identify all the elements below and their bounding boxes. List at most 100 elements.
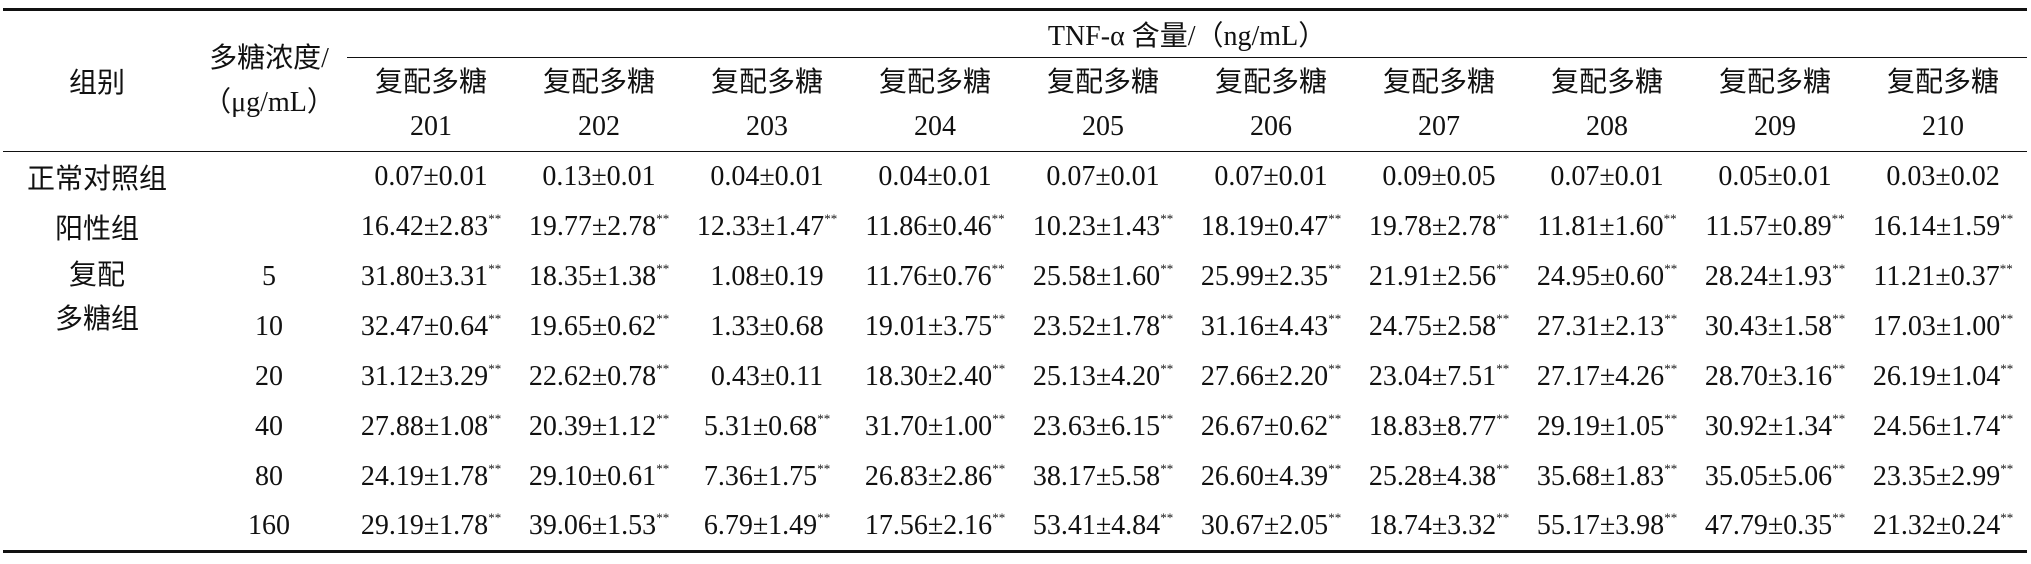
value-cell: 0.04±0.01	[683, 152, 851, 202]
value-cell: 19.01±3.75**	[851, 302, 1019, 352]
value-cell: 19.78±2.78**	[1355, 202, 1523, 252]
value-text: 27.88±1.08	[360, 410, 489, 442]
significance-mark: **	[1832, 310, 1846, 326]
significance-mark: **	[656, 410, 670, 426]
significance-mark: **	[488, 410, 502, 426]
significance-mark: **	[488, 260, 502, 276]
value-cell: 17.03±1.00**	[1859, 302, 2027, 352]
value-cell: 29.19±1.78**	[347, 501, 515, 553]
value-cell: 11.76±0.76**	[851, 252, 1019, 302]
value-text: 16.14±1.59	[1872, 210, 2001, 242]
value-text: 0.07±0.01	[1214, 160, 1328, 192]
header-text: 复配多糖	[1382, 66, 1495, 98]
value-cell: 7.36±1.75**	[683, 452, 851, 502]
group-header: 组别	[3, 8, 191, 152]
value-cell: 12.33±1.47**	[683, 202, 851, 252]
significance-mark: **	[2000, 310, 2014, 326]
group-text: 多糖组	[54, 303, 139, 335]
value-cell: 26.83±2.86**	[851, 452, 1019, 502]
column-header: 复配多糖 209	[1691, 57, 1859, 152]
table-row: 80 24.19±1.78** 29.10±0.61** 7.36±1.75** 26.…	[3, 452, 2027, 502]
value-text: 35.68±1.83	[1536, 460, 1665, 492]
value-text: 0.04±0.01	[878, 160, 992, 192]
column-header: 复配多糖 202	[515, 57, 683, 152]
value-cell: 29.10±0.61**	[515, 452, 683, 502]
value-cell: 31.70±1.00**	[851, 402, 1019, 452]
table-row: 阳性组 16.42±2.83** 19.77±2.78** 12.33±1.47** 1…	[3, 202, 2027, 252]
value-text: 18.74±3.32	[1368, 509, 1497, 541]
value-text: 11.86±0.46	[865, 210, 992, 242]
significance-mark: **	[1328, 509, 1342, 525]
value-text: 26.67±0.62	[1200, 410, 1329, 442]
group-cell: 正常对照组	[26, 163, 167, 195]
value-cell: 23.63±6.15**	[1019, 402, 1187, 452]
value-cell: 25.13±4.20**	[1019, 352, 1187, 402]
significance-mark: **	[1832, 509, 1846, 525]
column-header: 复配多糖 207	[1355, 57, 1523, 152]
concentration-cell: 160	[191, 501, 347, 553]
significance-mark: **	[1832, 360, 1846, 376]
value-text: 30.43±1.58	[1704, 310, 1833, 342]
value-cell: 30.92±1.34**	[1691, 402, 1859, 452]
column-header: 复配多糖 210	[1859, 57, 2028, 152]
concentration-cell	[191, 202, 347, 252]
value-text: 0.09±0.05	[1382, 160, 1496, 192]
value-text: 30.67±2.05	[1200, 509, 1329, 541]
value-cell: 0.04±0.01	[851, 152, 1019, 202]
value-cell: 20.39±1.12**	[515, 402, 683, 452]
significance-mark: **	[1496, 210, 1510, 226]
value-text: 18.30±2.40	[864, 360, 993, 392]
measure-header: TNF-α 含量/（ng/mL）	[347, 8, 2028, 58]
value-text: 18.19±0.47	[1200, 210, 1329, 242]
value-cell: 1.08±0.19	[683, 252, 851, 302]
value-text: 28.70±3.16	[1704, 360, 1833, 392]
significance-mark: **	[1160, 509, 1174, 525]
value-cell: 32.47±0.64**	[347, 302, 515, 352]
header-text: 209	[1754, 110, 1796, 142]
significance-mark: **	[656, 360, 670, 376]
significance-mark: **	[992, 360, 1006, 376]
concentration-cell: 40	[255, 410, 283, 442]
value-cell: 24.56±1.74**	[1859, 402, 2027, 452]
value-text: 25.28±4.38	[1368, 460, 1497, 492]
significance-mark: **	[656, 509, 670, 525]
value-text: 18.35±1.38	[528, 260, 657, 292]
value-cell: 21.32±0.24**	[1859, 501, 2028, 553]
value-cell: 27.17±4.26**	[1523, 352, 1691, 402]
value-text: 23.35±2.99	[1872, 460, 2001, 492]
significance-mark: **	[656, 310, 670, 326]
value-cell: 16.42±2.83**	[347, 202, 515, 252]
value-cell: 24.95±0.60**	[1523, 252, 1691, 302]
value-cell: 26.60±4.39**	[1187, 452, 1355, 502]
value-cell: 18.74±3.32**	[1355, 501, 1523, 553]
table-row: 160 29.19±1.78** 39.06±1.53** 6.79±1.49** 17…	[3, 501, 2028, 553]
significance-mark: **	[1832, 410, 1846, 426]
concentration-cell: 10	[255, 310, 283, 342]
value-text: 29.10±0.61	[528, 460, 657, 492]
header-text: 复配多糖	[1550, 66, 1663, 98]
value-cell: 28.70±3.16**	[1691, 352, 1859, 402]
value-text: 39.06±1.53	[528, 509, 657, 541]
header-text: 206	[1250, 110, 1292, 142]
value-cell: 18.30±2.40**	[851, 352, 1019, 402]
value-text: 16.42±2.83	[360, 210, 489, 242]
value-text: 31.16±4.43	[1200, 310, 1329, 342]
significance-mark: **	[656, 460, 670, 476]
table-row: 组别 多糖浓度/ （μg/mL） TNF-α 含量/（ng/mL）	[3, 8, 2028, 152]
value-cell: 0.07±0.01	[1019, 152, 1187, 202]
concentration-cell	[191, 152, 347, 202]
value-text: 25.58±1.60	[1032, 260, 1161, 292]
value-cell: 47.79±0.35**	[1691, 501, 1859, 553]
value-cell: 10.23±1.43**	[1019, 202, 1187, 252]
value-cell: 23.35±2.99**	[1859, 452, 2027, 502]
value-text: 11.57±0.89	[1705, 210, 1832, 242]
value-cell: 30.67±2.05**	[1187, 501, 1355, 553]
header-text: 204	[914, 110, 956, 142]
value-cell: 35.05±5.06**	[1691, 452, 1859, 502]
value-cell: 30.43±1.58**	[1691, 302, 1859, 352]
significance-mark: **	[1160, 460, 1174, 476]
value-cell: 0.05±0.01	[1691, 152, 1859, 202]
value-text: 7.36±1.75	[703, 460, 818, 492]
value-text: 38.17±5.58	[1032, 460, 1161, 492]
group-cell: 阳性组	[54, 213, 139, 245]
